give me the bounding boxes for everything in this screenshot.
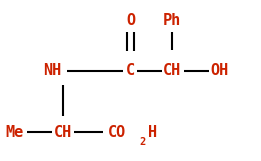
Text: NH: NH: [43, 63, 61, 78]
Text: O: O: [126, 13, 135, 28]
Text: CO: CO: [108, 124, 127, 140]
Text: H: H: [148, 124, 157, 140]
Text: Ph: Ph: [163, 13, 181, 28]
Text: OH: OH: [210, 63, 228, 78]
Text: C: C: [126, 63, 135, 78]
Text: CH: CH: [163, 63, 181, 78]
Text: CH: CH: [54, 124, 72, 140]
Text: Me: Me: [5, 124, 23, 140]
Text: 2: 2: [140, 137, 146, 147]
